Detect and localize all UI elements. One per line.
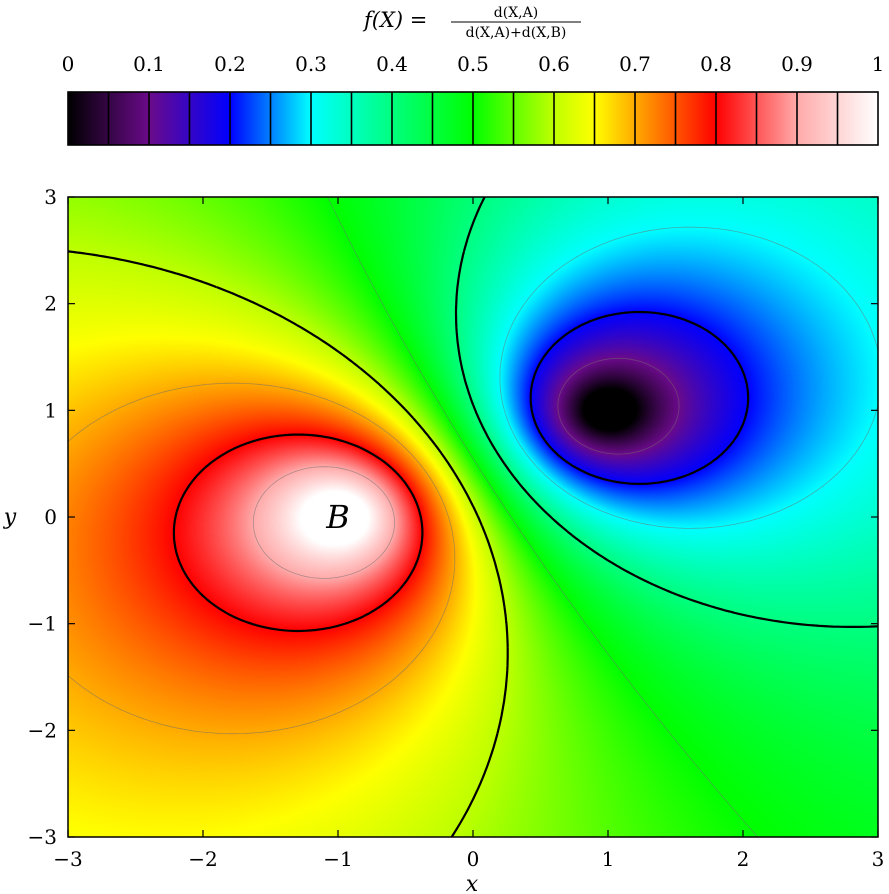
x-tick-label: 3 [872,847,885,871]
minor-contour-line [67,382,456,735]
colorbar-tick-label: 0.3 [295,52,327,76]
plot-frame [67,196,879,838]
field-heatmap [68,197,878,837]
colorbar [67,91,879,146]
x-axis-label: x [466,872,479,894]
minor-contour-line [327,196,758,838]
colorbar-tick-labels: 0 0.1 0.2 0.3 0.4 0.5 0.6 0.7 0.8 0.9 1 [62,52,885,76]
y-tick-label: 2 [44,292,57,316]
major-contour-line [529,310,750,485]
title-lhs: f(X) = [362,8,427,32]
colorbar-tick-label: 0.6 [538,52,570,76]
y-tick-labels: −3 −2 −1 0 1 2 3 [28,185,57,849]
y-tick-label: 1 [44,398,57,422]
x-tick-label: 1 [602,847,615,871]
colorbar-tick-label: 0 [62,52,75,76]
colorbar-tick-label: 0.9 [781,52,813,76]
contour-lines [67,196,879,838]
x-tick-label: −3 [53,847,82,871]
x-tick-labels: −3 −2 −1 0 1 2 3 [53,847,884,871]
minor-contour-line [499,226,879,529]
colorbar-tick-label: 0.7 [619,52,651,76]
x-tick-label: 0 [467,847,480,871]
x-tick-label: 2 [737,847,750,871]
point-labels: AB [325,391,619,536]
colorbar-tick-label: 0.1 [133,52,165,76]
chart-title: f(X) = d(X,A) d(X,A)+d(X,B) [362,5,581,41]
y-tick-label: 3 [44,185,57,209]
major-contour-line [172,433,424,633]
y-axis-label: y [3,505,17,530]
minor-contour-line [557,357,680,455]
colorbar-tick-label: 0.4 [376,52,408,76]
x-tick-label: −1 [323,847,352,871]
colorbar-tick-label: 1 [872,52,885,76]
y-tick-label: −1 [28,612,57,636]
colorbar-tick-label: 0.2 [214,52,246,76]
y-tick-label: 0 [44,505,57,529]
colorbar-frame [67,91,879,146]
title-denominator: d(X,A)+d(X,B) [466,25,567,41]
major-contour-line [67,250,509,838]
major-contour-line [454,196,879,628]
y-tick-label: −2 [28,718,57,742]
colorbar-tick-label: 0.5 [457,52,489,76]
minor-contour-line [252,466,395,579]
x-tick-label: −2 [188,847,217,871]
colorbar-tick-label: 0.8 [700,52,732,76]
point-label-a: A [593,391,619,429]
y-tick-label: −3 [28,825,57,849]
point-label-b: B [325,498,350,536]
axis-ticks [67,196,879,838]
title-numerator: d(X,A) [494,5,538,21]
